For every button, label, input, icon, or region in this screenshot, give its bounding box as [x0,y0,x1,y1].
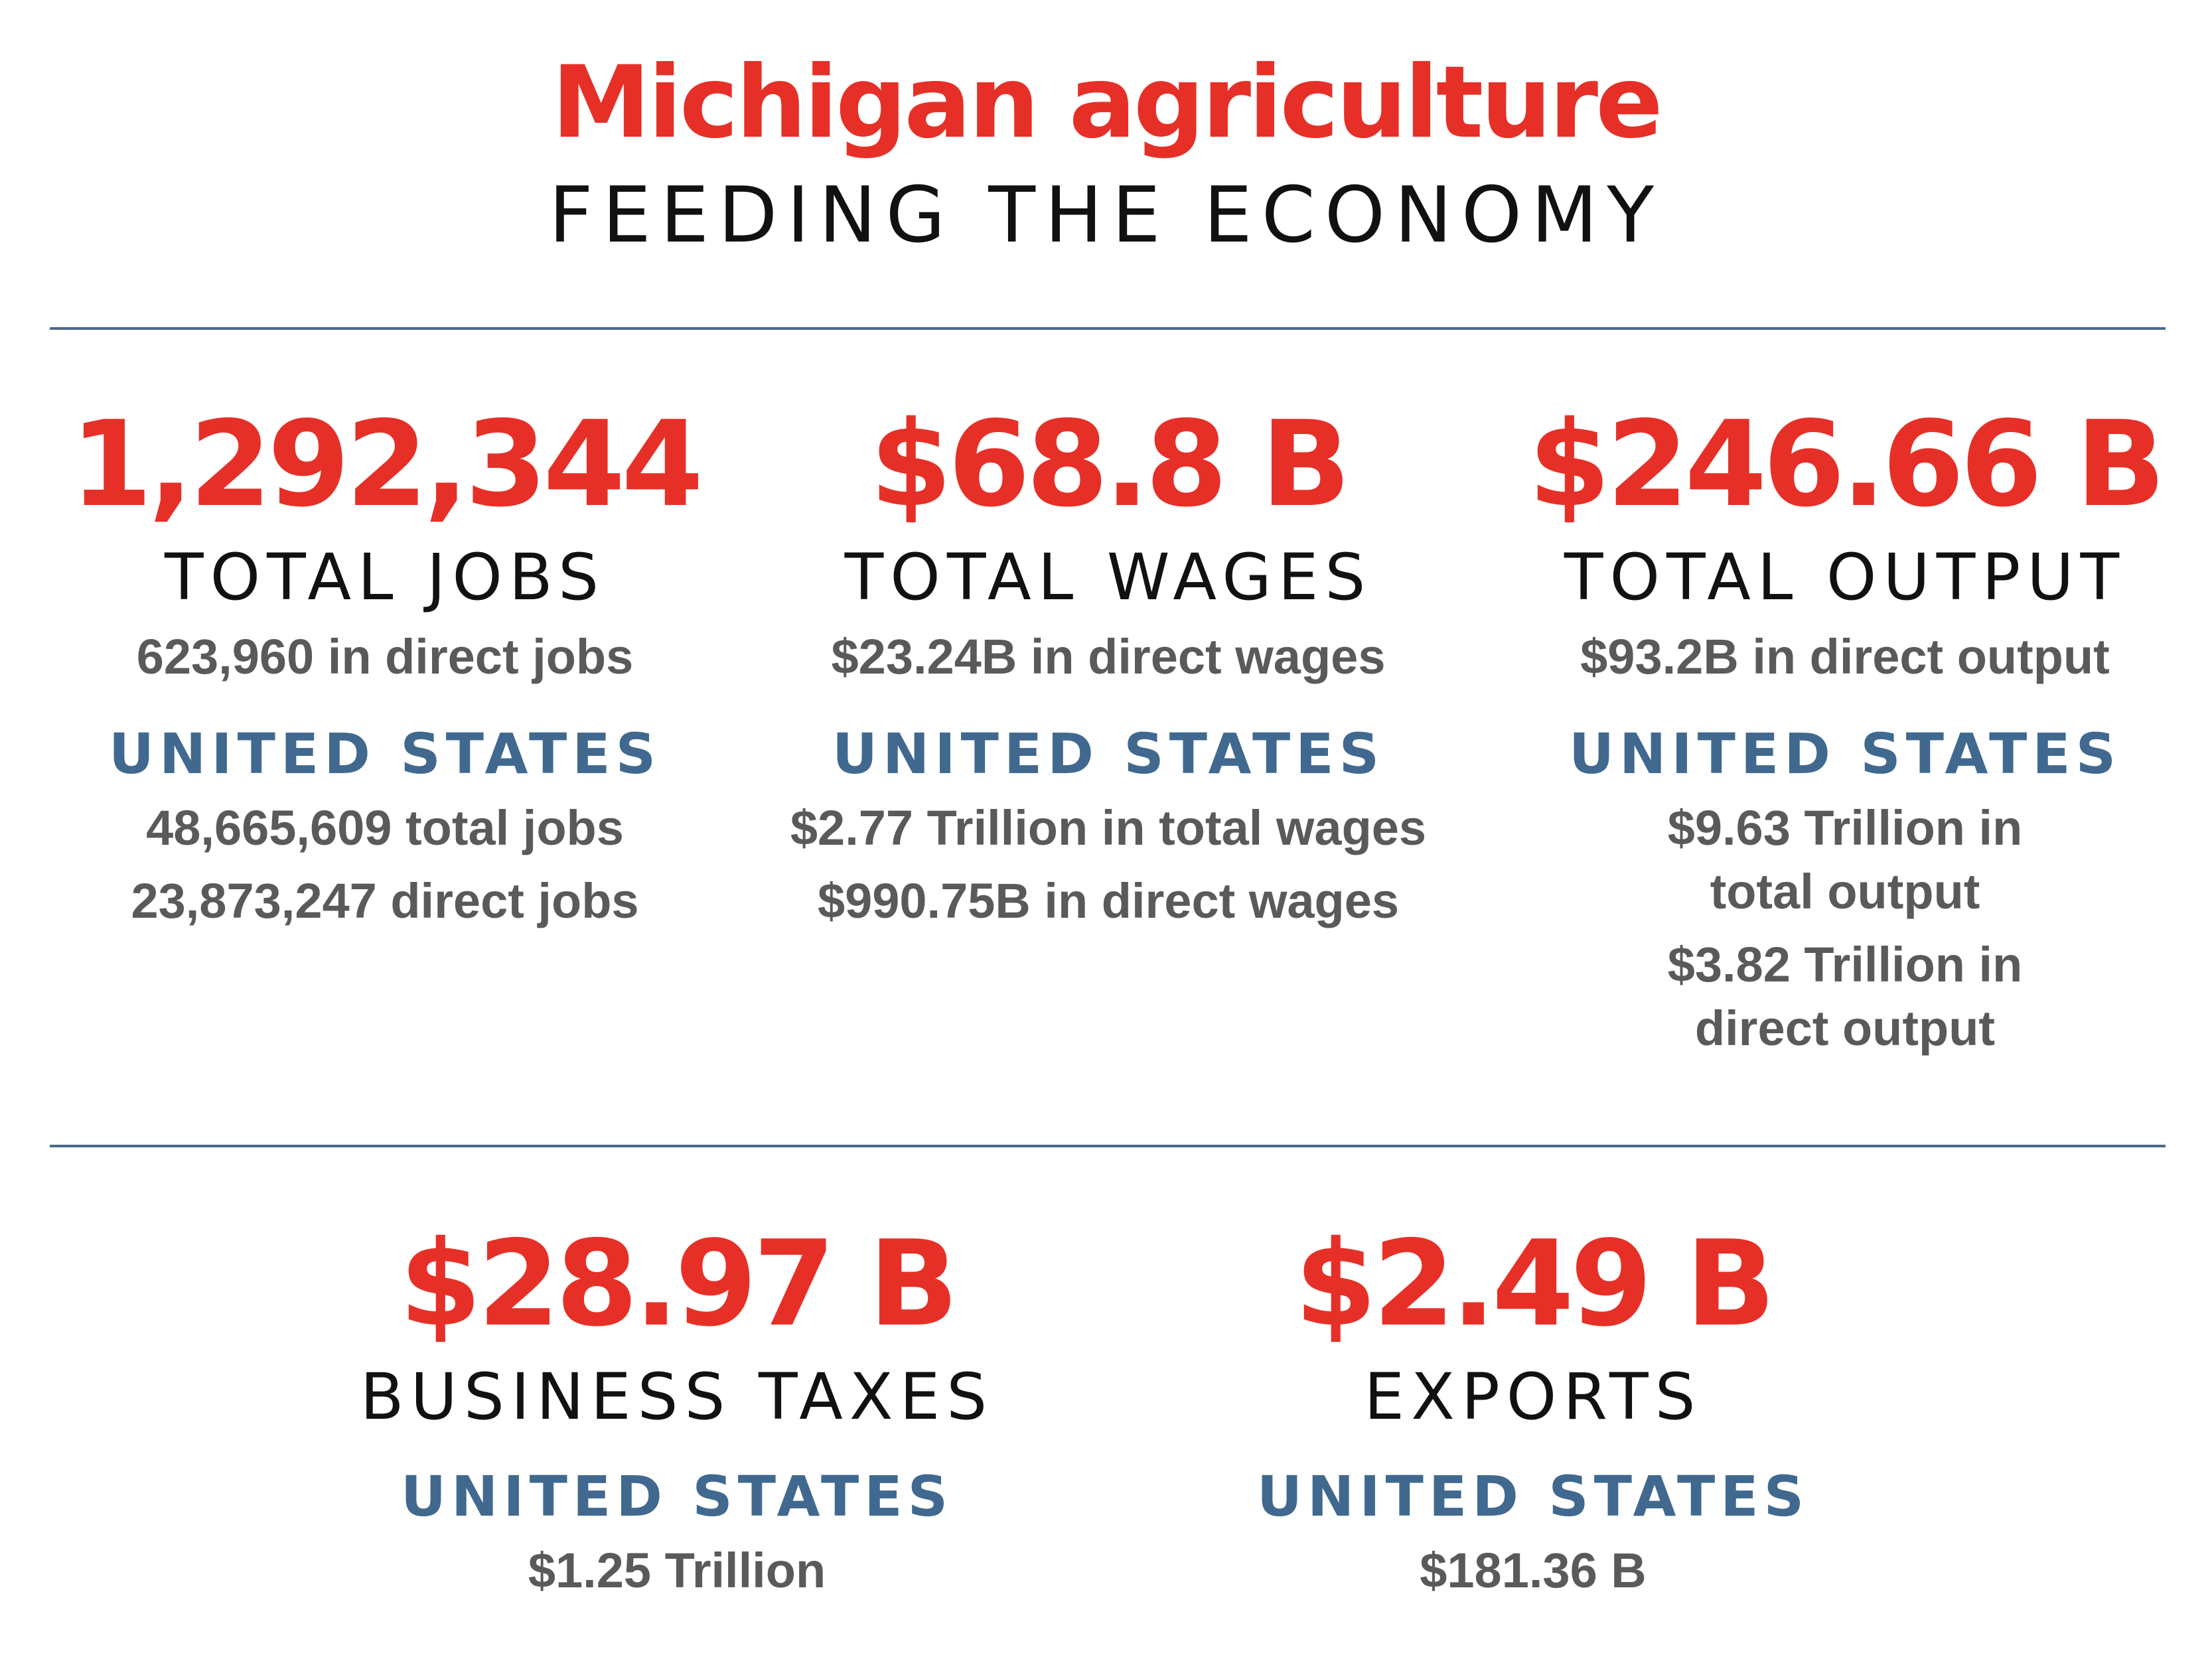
stat-value: 1,292,344 [70,396,703,533]
top-divider [50,327,2166,330]
stat-total-jobs: 1,292,344 TOTAL JOBS 623,960 in direct j… [40,398,730,933]
stat-direct: 623,960 in direct jobs [136,629,634,684]
stat-value: $246.66 B [1528,396,2166,533]
us-line: $2.77 Trillion in total wages [790,800,1427,855]
us-line: $181.36 B [1420,1543,1647,1598]
stat-value: $2.49 B [1294,1215,1776,1352]
stat-direct: $93.2B in direct output [1580,629,2110,684]
us-line: 48,665,609 total jobs [146,800,624,855]
middle-divider [50,1145,2166,1147]
stat-label: TOTAL JOBS [164,540,606,614]
us-heading: UNITED STATES [108,721,662,786]
us-line: $1.25 Trillion [528,1543,826,1598]
page-subtitle: FEEDING THE ECONOMY [548,171,1664,260]
us-heading: UNITED STATES [1256,1464,1810,1529]
us-heading: UNITED STATES [1568,721,2122,786]
us-line: $3.82 Trillion in direct output [1667,937,2023,1056]
stat-exports: $2.49 B EXPORTS UNITED STATES $181.36 B [1161,1218,1905,1603]
stat-label: BUSINESS TAXES [360,1360,994,1434]
stat-label: TOTAL OUTPUT [1564,540,2126,614]
page-title: Michigan agriculture [552,45,1663,161]
us-line: $990.75B in direct wages [817,873,1400,928]
us-heading: UNITED STATES [400,1464,954,1529]
us-heading: UNITED STATES [832,721,1385,786]
stat-label: EXPORTS [1364,1360,1702,1434]
stat-label: TOTAL WAGES [844,540,1372,614]
stat-total-wages: $68.8 B TOTAL WAGES $23.24B in direct wa… [750,398,1467,933]
stat-value: $28.97 B [399,1215,959,1352]
stat-business-taxes: $28.97 B BUSINESS TAXES UNITED STATES $1… [285,1218,1069,1603]
stat-total-output: $246.66 B TOTAL OUTPUT $93.2B in direct … [1493,398,2197,1060]
stat-value: $68.8 B [869,396,1351,533]
us-line: $9.63 Trillion in total output [1667,800,2023,919]
us-line: 23,873,247 direct jobs [131,873,639,928]
stat-direct: $23.24B in direct wages [831,629,1386,684]
